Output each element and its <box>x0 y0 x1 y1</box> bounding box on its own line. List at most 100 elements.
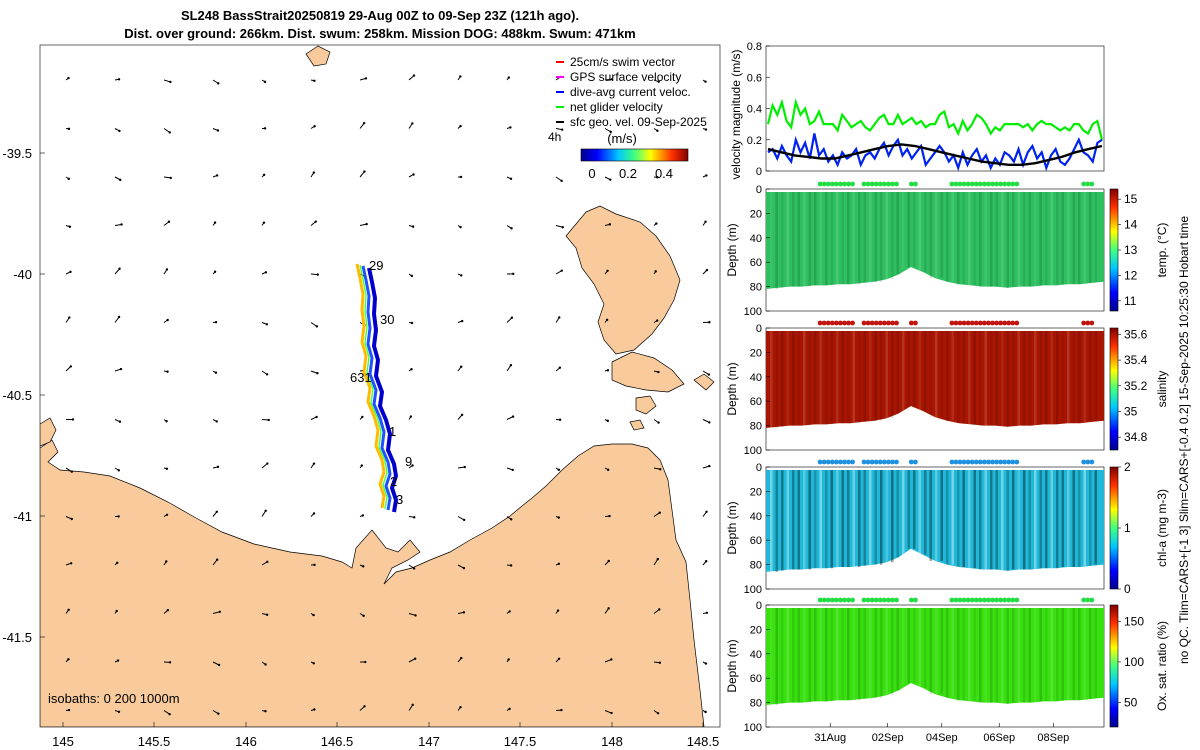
qc-dot <box>1002 597 1008 603</box>
vector-arrow-head <box>704 662 708 665</box>
qc-dot <box>873 459 879 465</box>
vector-arrow-head <box>215 420 218 423</box>
heatmap-streak <box>995 470 998 570</box>
heatmap-streak <box>792 608 795 703</box>
vector-arrow-head <box>656 129 659 132</box>
vector-arrow-head <box>167 220 171 223</box>
vector-arrow-head <box>67 658 70 661</box>
qc-dot <box>829 181 835 187</box>
vector-arrow-head <box>69 270 72 273</box>
heatmap-y-tick-label: 40 <box>750 372 762 384</box>
heatmap-streak <box>847 331 850 424</box>
map-y-tick-label: -41.5 <box>2 630 32 645</box>
heatmap-y-tick-label: 80 <box>750 421 762 433</box>
heatmap-streak <box>880 608 883 698</box>
qc-dot <box>837 320 843 326</box>
vector-arrow-head <box>705 510 708 514</box>
qc-dot <box>1081 597 1087 603</box>
map-x-tick-label: 147 <box>418 734 440 749</box>
vector-arrow-head <box>166 318 169 322</box>
heatmap-streak <box>880 331 883 421</box>
vector-arrow-head <box>508 610 511 613</box>
heatmap-streak <box>825 192 828 286</box>
heatmap-streak <box>940 192 943 279</box>
qc-dot <box>1085 181 1091 187</box>
vector-arrow-head <box>168 661 172 664</box>
qc-dot <box>986 181 991 187</box>
land-kent-group <box>305 45 331 67</box>
time-x-tick-label: 04Sep <box>926 732 958 744</box>
heatmap-streak <box>770 331 773 429</box>
map-y-tick-label: -39.5 <box>2 146 32 161</box>
heatmap-streak <box>858 470 861 568</box>
heatmap-ylabel: Depth (m) <box>725 501 739 554</box>
qc-dot <box>912 597 918 603</box>
heatmap-streak <box>935 470 938 561</box>
qc-dot <box>1002 320 1008 326</box>
qc-dot <box>829 320 835 326</box>
legend-label: net glider velocity <box>570 100 663 114</box>
heatmap-streak <box>979 192 982 287</box>
legend-label: sfc geo. vel. 09-Sep-2025 <box>570 115 707 129</box>
qc-dot <box>846 181 851 187</box>
heatmap-streak <box>902 608 905 691</box>
heatmap-streak <box>1001 608 1004 704</box>
vector-arrow-head <box>707 373 711 376</box>
heatmap-streak <box>968 608 971 702</box>
vector-arrow-head <box>704 80 707 83</box>
heatmap-streak <box>786 608 789 704</box>
heatmap-streak <box>775 331 778 429</box>
colorbar-label: salinity <box>1155 371 1169 408</box>
qc-dot <box>842 459 847 465</box>
vector-arrow-head <box>267 418 270 422</box>
colorbar-tick-label: 100 <box>1124 655 1144 669</box>
heatmap-streak <box>929 608 932 695</box>
heatmap-streak <box>968 331 971 425</box>
heatmap-y-tick-label: 0 <box>756 184 762 196</box>
heatmap-streak <box>847 192 850 285</box>
qc-dot <box>885 320 891 326</box>
vector-arrow-head <box>654 270 657 273</box>
vector-arrow-head <box>560 128 564 131</box>
heatmap-streak <box>918 470 921 555</box>
vector-arrow-head <box>265 373 269 376</box>
qc-dot <box>908 320 914 326</box>
qc-dot <box>994 459 999 465</box>
heatmap-panel: 0 20 40 60 80 100 Depth (m) 34.8 35 35.2 35.4 35.6 s… <box>725 320 1169 457</box>
qc-dot <box>1014 459 1020 465</box>
vector-arrow-head <box>263 127 267 130</box>
colorbar-tick-label: 14 <box>1124 218 1138 232</box>
vector-arrow-head <box>459 365 463 368</box>
heatmap-streak <box>1034 331 1037 426</box>
vector-arrow-head <box>708 421 711 424</box>
heatmap-streak <box>962 470 965 568</box>
land-small-island-2 <box>693 373 715 391</box>
vector-arrow-head <box>462 566 466 570</box>
heatmap-streak <box>1094 192 1097 282</box>
heatmap-streak <box>841 331 844 424</box>
heatmap-streak <box>951 192 954 282</box>
heatmap-streak <box>814 608 817 702</box>
heatmap-streak <box>836 331 839 424</box>
qc-dot <box>817 597 823 603</box>
qc-dot <box>837 459 843 465</box>
vector-arrow-head <box>314 220 317 223</box>
day-label: 2 <box>390 474 397 489</box>
heatmap-streak <box>781 192 784 288</box>
vector-arrow-head <box>655 319 659 322</box>
heatmap-streak <box>891 192 894 280</box>
map-x-tick-label: 146.5 <box>321 734 354 749</box>
vector-arrow-head <box>117 469 120 472</box>
heatmap-streak <box>1050 470 1053 569</box>
vector-arrow-head <box>510 518 513 521</box>
qc-dot <box>890 597 895 603</box>
vector-arrow-head <box>312 171 316 174</box>
qc-dot <box>957 320 963 326</box>
vector-arrow-head <box>67 708 71 712</box>
vector-arrow-head <box>364 77 368 80</box>
heatmap-streak <box>1023 470 1026 570</box>
vector-arrow-head <box>409 415 413 418</box>
qc-dot <box>912 459 918 465</box>
vector-arrow-head <box>460 274 463 277</box>
vector-arrow-head <box>118 267 121 270</box>
